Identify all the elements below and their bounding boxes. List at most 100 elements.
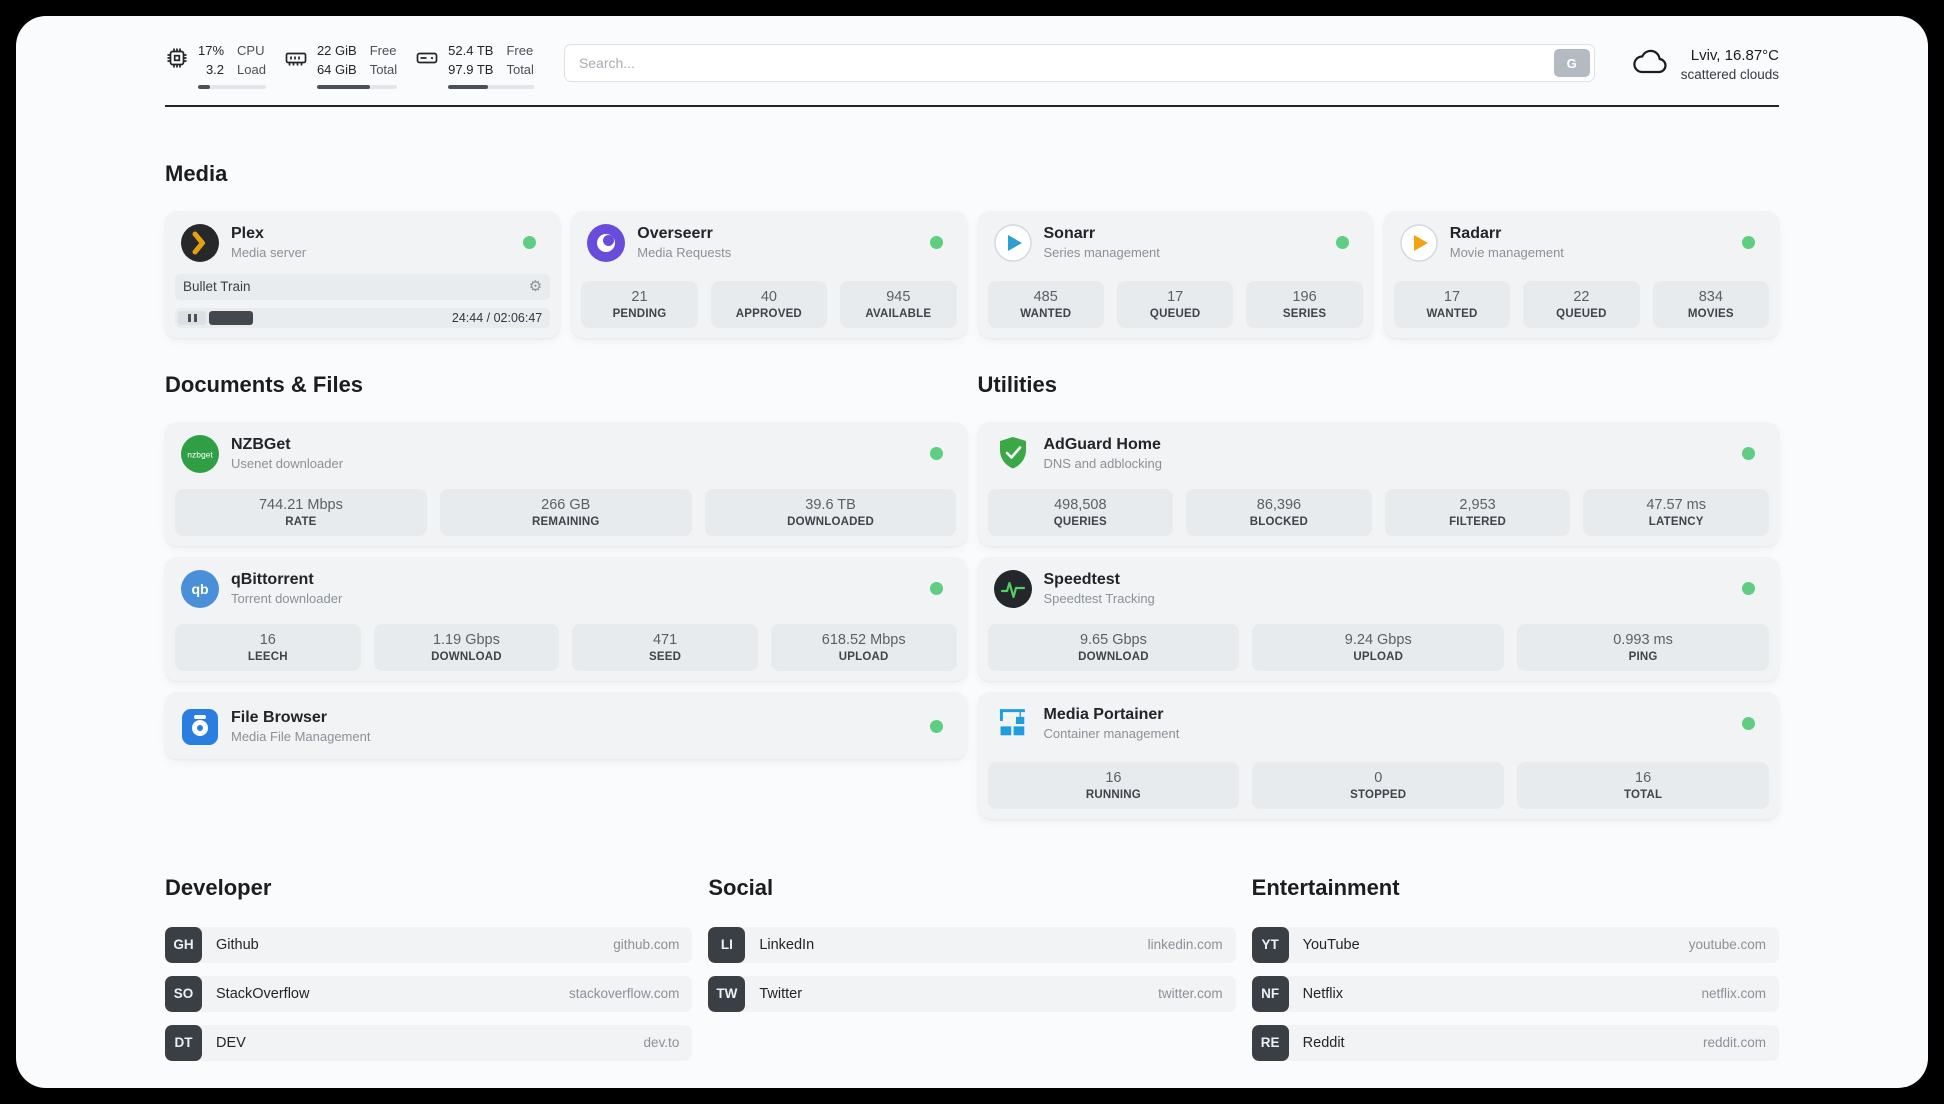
stat-box: 0 STOPPED bbox=[1252, 761, 1505, 809]
bookmark-name: LinkedIn bbox=[759, 936, 815, 953]
disk-total-value: 97.9 TB bbox=[448, 61, 494, 77]
app-name: Sonarr bbox=[1043, 225, 1096, 243]
app-subtitle: Container management bbox=[1043, 726, 1180, 742]
ram-free-value: 22 GiB bbox=[316, 43, 357, 58]
plex-card[interactable]: Plex Media server Bullet Train ⚙ bbox=[165, 210, 561, 338]
bookmark-domain: twitter.com bbox=[1158, 986, 1223, 1002]
app-name: NZBGet bbox=[231, 436, 291, 454]
status-dot bbox=[1742, 236, 1755, 250]
stat-value: 485 bbox=[1033, 288, 1058, 305]
plex-icon bbox=[181, 223, 219, 262]
stat-value: 945 bbox=[886, 288, 911, 305]
bookmark-dev[interactable]: DT DEV dev.to bbox=[165, 1024, 693, 1061]
bookmark-youtube[interactable]: YT YouTube youtube.com bbox=[1251, 926, 1779, 963]
documents-section-heading: Documents & Files bbox=[165, 371, 364, 397]
playback-progress[interactable] bbox=[209, 310, 442, 325]
pause-button[interactable] bbox=[178, 310, 206, 325]
speedtest-card[interactable]: Speedtest Speedtest Tracking 9.65 Gbps D… bbox=[977, 556, 1779, 681]
stat-value: 1.19 Gbps bbox=[432, 631, 500, 648]
bookmark-reddit[interactable]: RE Reddit reddit.com bbox=[1251, 1024, 1779, 1061]
stat-value: 744.21 Mbps bbox=[258, 496, 343, 513]
stat-value: 9.24 Gbps bbox=[1344, 631, 1412, 648]
bookmark-twitter[interactable]: TW Twitter twitter.com bbox=[708, 975, 1236, 1012]
stat-label: WANTED bbox=[1426, 307, 1478, 320]
disk-progress-bar bbox=[448, 84, 534, 89]
radarr-card[interactable]: Radarr Movie management 17 WANTED 22 QUE… bbox=[1383, 210, 1779, 338]
entertainment-section-heading: Entertainment bbox=[1251, 874, 1400, 900]
sonarr-card[interactable]: Sonarr Series management 485 WANTED 17 Q… bbox=[977, 210, 1373, 338]
stat-label: QUEUED bbox=[1149, 307, 1201, 320]
stat-box: 39.6 TB DOWNLOADED bbox=[704, 488, 957, 536]
stat-label: BLOCKED bbox=[1249, 515, 1309, 528]
playback-bar: 24:44 / 02:06:47 bbox=[175, 307, 551, 328]
nzbget-icon: nzbget bbox=[181, 434, 219, 473]
now-playing-row: Bullet Train ⚙ bbox=[175, 273, 551, 300]
search-bar: G bbox=[563, 44, 1595, 82]
status-dot bbox=[929, 720, 943, 734]
app-subtitle: Speedtest Tracking bbox=[1043, 591, 1155, 607]
stat-label: TOTAL bbox=[1623, 788, 1663, 801]
stat-label: AVAILABLE bbox=[865, 307, 932, 320]
qbittorrent-card[interactable]: qb qBittorrent Torrent downloader 16 LEE… bbox=[165, 556, 967, 681]
reddit-badge: RE bbox=[1251, 1024, 1289, 1061]
twitter-badge: TW bbox=[708, 975, 746, 1012]
bookmark-name: Netflix bbox=[1302, 985, 1343, 1002]
stat-label: REMAINING bbox=[531, 515, 600, 528]
youtube-badge: YT bbox=[1251, 926, 1289, 963]
search-engine-button[interactable]: G bbox=[1553, 49, 1590, 77]
stat-box: 17 QUEUED bbox=[1116, 280, 1234, 328]
ram-total-value: 64 GiB bbox=[316, 61, 357, 77]
filebrowser-card[interactable]: File Browser Media File Management bbox=[165, 691, 967, 759]
overseerr-card[interactable]: Overseerr Media Requests 21 PENDING 40 A… bbox=[571, 210, 967, 338]
stat-value: 40 bbox=[760, 288, 777, 305]
linkedin-badge: LI bbox=[708, 926, 746, 963]
app-subtitle: Torrent downloader bbox=[231, 591, 343, 607]
nzbget-card[interactable]: nzbget NZBGet Usenet downloader 744.21 M… bbox=[165, 421, 967, 546]
adguard-card[interactable]: AdGuard Home DNS and adblocking 498,508 … bbox=[977, 421, 1779, 546]
bookmark-name: StackOverflow bbox=[216, 985, 310, 1002]
portainer-card[interactable]: Media Portainer Container management 16 … bbox=[977, 691, 1779, 819]
stat-box: 16 RUNNING bbox=[987, 761, 1240, 809]
stat-label: DOWNLOAD bbox=[431, 650, 502, 663]
stat-value: 16 bbox=[259, 631, 276, 648]
cpu-load-label: Load bbox=[237, 61, 266, 77]
stat-label: SEED bbox=[649, 650, 682, 663]
gear-icon[interactable]: ⚙ bbox=[528, 278, 543, 296]
bookmark-domain: youtube.com bbox=[1688, 937, 1766, 953]
bookmark-github[interactable]: GH Github github.com bbox=[165, 926, 693, 963]
svg-text:nzbget: nzbget bbox=[187, 449, 213, 459]
app-subtitle: Series management bbox=[1043, 245, 1160, 261]
stat-label: QUERIES bbox=[1053, 515, 1107, 528]
app-subtitle: Media Requests bbox=[637, 245, 732, 261]
stat-box: 86,396 BLOCKED bbox=[1186, 488, 1372, 536]
stat-box: 471 SEED bbox=[572, 623, 758, 671]
bookmark-stackoverflow[interactable]: SO StackOverflow stackoverflow.com bbox=[165, 975, 693, 1012]
stat-value: 2,953 bbox=[1459, 496, 1496, 513]
search-input[interactable] bbox=[563, 44, 1595, 82]
stat-value: 22 bbox=[1573, 288, 1590, 305]
stat-label: RUNNING bbox=[1085, 788, 1141, 801]
stat-value: 86,396 bbox=[1256, 496, 1302, 513]
stat-box: 266 GB REMAINING bbox=[439, 488, 692, 536]
stat-value: 196 bbox=[1292, 288, 1317, 305]
bookmark-netflix[interactable]: NF Netflix netflix.com bbox=[1251, 975, 1779, 1012]
cloud-icon bbox=[1631, 46, 1671, 83]
ram-monitor: 22 GiB 64 GiB Free Total bbox=[284, 42, 398, 89]
speedtest-icon bbox=[993, 569, 1032, 608]
stat-value: 16 bbox=[1105, 769, 1122, 786]
playback-time: 24:44 / 02:06:47 bbox=[451, 310, 543, 325]
cpu-progress-bar bbox=[198, 84, 266, 89]
radarr-icon bbox=[1400, 223, 1438, 262]
stat-value: 21 bbox=[631, 288, 648, 305]
status-dot bbox=[1335, 236, 1349, 250]
status-dot bbox=[1742, 582, 1755, 596]
stat-label: WANTED bbox=[1020, 307, 1072, 320]
stat-value: 17 bbox=[1167, 288, 1184, 305]
bookmark-linkedin[interactable]: LI LinkedIn linkedin.com bbox=[708, 926, 1236, 963]
app-name: File Browser bbox=[231, 709, 328, 727]
app-subtitle: Media File Management bbox=[231, 729, 371, 745]
stat-value: 9.65 Gbps bbox=[1079, 631, 1147, 648]
stat-value: 0.993 ms bbox=[1613, 631, 1673, 648]
status-dot bbox=[523, 236, 537, 250]
ram-free-label: Free bbox=[369, 43, 397, 58]
